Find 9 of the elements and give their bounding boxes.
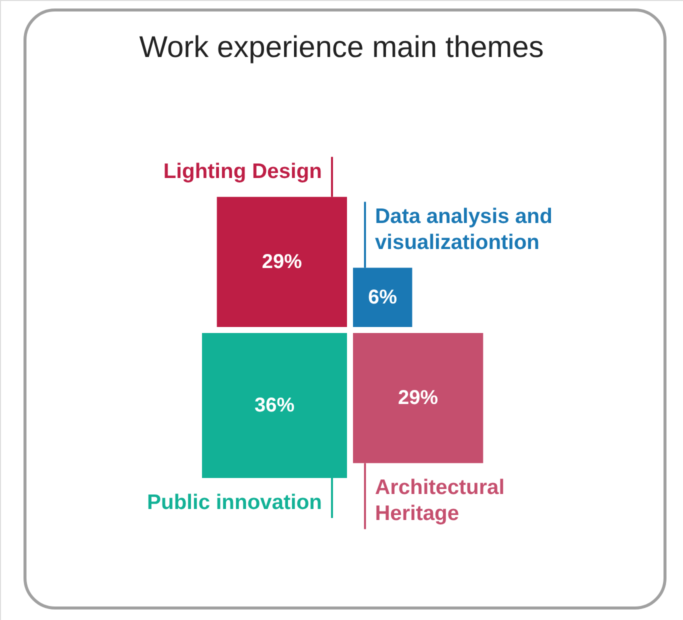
data-label: 36%	[254, 394, 295, 416]
category-label: Architectural Heritage	[375, 476, 505, 526]
category-label: Data analysis and visualizationtion	[375, 204, 552, 254]
data-label: 29%	[262, 250, 302, 273]
data-label: 29%	[398, 387, 438, 410]
data-label: 6%	[368, 286, 398, 308]
text: Work experience main themes	[139, 31, 544, 64]
category-label: Public innovation	[146, 491, 322, 514]
category-label: Lighting Design	[163, 160, 322, 183]
